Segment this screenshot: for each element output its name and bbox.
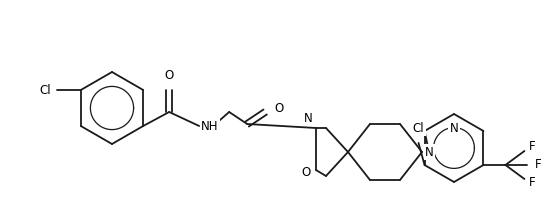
Text: F: F	[528, 141, 535, 154]
Text: N: N	[304, 112, 313, 125]
Text: O: O	[164, 69, 174, 82]
Text: NH: NH	[201, 120, 219, 134]
Text: F: F	[534, 159, 541, 171]
Text: Cl: Cl	[413, 122, 424, 135]
Text: N: N	[449, 122, 458, 135]
Text: N: N	[425, 145, 434, 159]
Text: O: O	[274, 101, 283, 115]
Text: F: F	[528, 177, 535, 189]
Text: O: O	[302, 166, 311, 180]
Text: Cl: Cl	[39, 83, 51, 97]
